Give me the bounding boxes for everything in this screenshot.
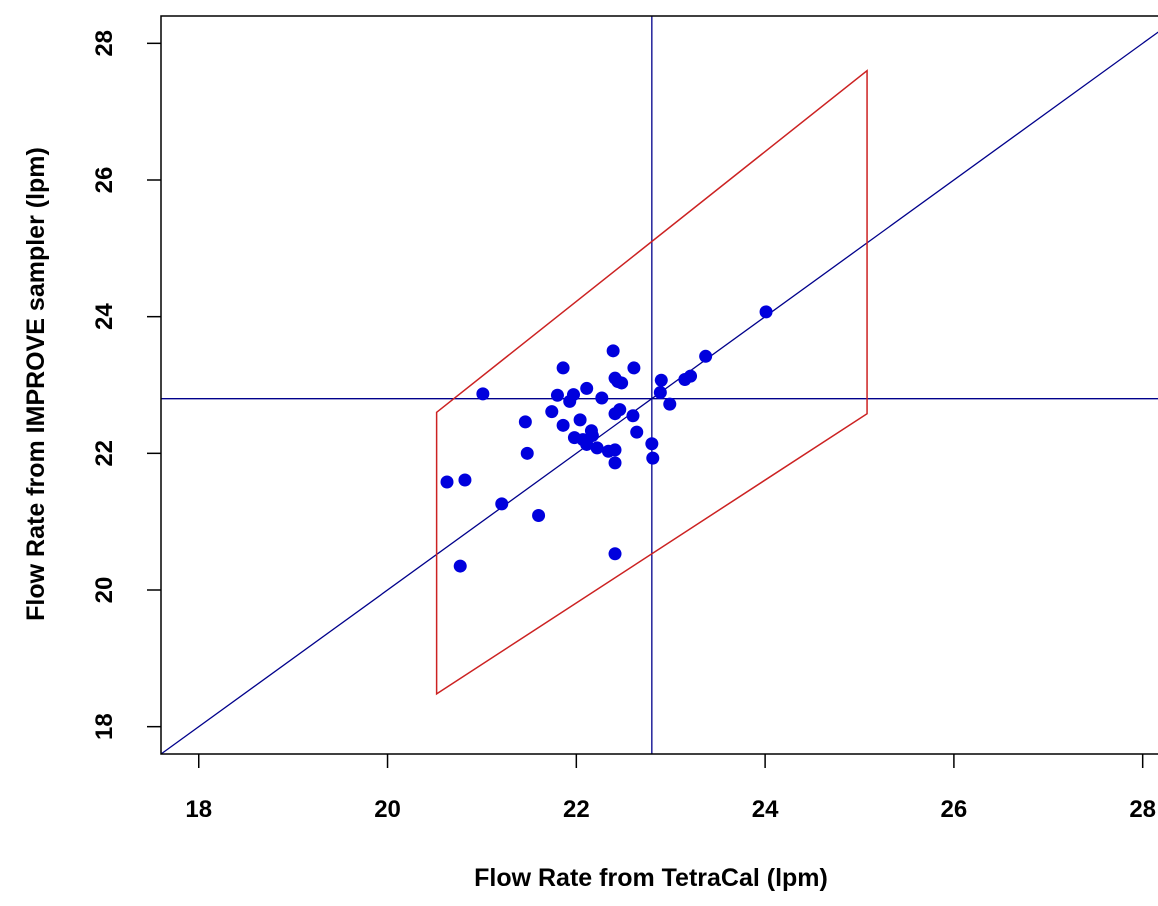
data-point: [699, 349, 713, 363]
x-tick-label: 26: [941, 796, 968, 823]
data-point: [520, 446, 534, 460]
tolerance-region-layer: [435, 69, 868, 696]
data-point: [645, 437, 659, 451]
data-point: [759, 305, 773, 319]
data-point: [613, 403, 627, 417]
y-tick-label: 22: [91, 440, 118, 467]
data-point: [440, 475, 454, 489]
x-tick-label: 28: [1129, 796, 1156, 823]
data-point: [627, 361, 641, 375]
one-to-one-line: [161, 31, 1158, 754]
data-point: [556, 418, 570, 432]
data-point: [626, 409, 640, 423]
data-point: [630, 425, 644, 439]
y-tick-label: 20: [91, 577, 118, 604]
data-point: [550, 388, 564, 402]
data-point: [573, 413, 587, 427]
data-point: [453, 559, 467, 573]
reference-lines-layer: [161, 16, 1158, 754]
data-point: [580, 381, 594, 395]
y-axis-label: Flow Rate from IMPROVE sampler (lpm): [22, 147, 50, 621]
data-point: [595, 391, 609, 405]
data-points-layer: [440, 305, 773, 573]
x-axis: 18 20 22 24 26 28: [185, 754, 1156, 823]
y-tick-label: 26: [91, 167, 118, 194]
y-tick-label: 24: [91, 303, 118, 330]
data-point: [545, 405, 559, 419]
data-point: [532, 509, 546, 523]
data-point: [590, 441, 604, 455]
data-point: [608, 456, 622, 470]
data-point: [654, 373, 668, 387]
y-tick-label: 28: [91, 30, 118, 57]
x-tick-label: 22: [563, 796, 590, 823]
data-point: [608, 443, 622, 457]
data-point: [495, 497, 509, 511]
y-tick-label: 18: [91, 713, 118, 740]
data-point: [653, 386, 667, 400]
data-point: [646, 451, 660, 465]
y-axis: 18 20 22 24 26 28: [91, 30, 161, 740]
x-tick-label: 24: [752, 796, 779, 823]
data-point: [566, 388, 580, 402]
data-point: [608, 547, 622, 561]
tolerance-region: [435, 69, 868, 696]
data-point: [476, 387, 490, 401]
data-point: [556, 361, 570, 375]
data-point: [585, 429, 599, 443]
data-point: [684, 369, 698, 383]
data-point: [518, 415, 532, 429]
data-point: [606, 344, 620, 358]
x-tick-label: 20: [374, 796, 401, 823]
plot-frame: [160, 15, 1158, 755]
data-point: [458, 473, 472, 487]
x-tick-label: 18: [185, 796, 212, 823]
x-axis-label: Flow Rate from TetraCal (lpm): [474, 864, 828, 892]
data-point: [663, 397, 677, 411]
data-point: [615, 376, 629, 390]
